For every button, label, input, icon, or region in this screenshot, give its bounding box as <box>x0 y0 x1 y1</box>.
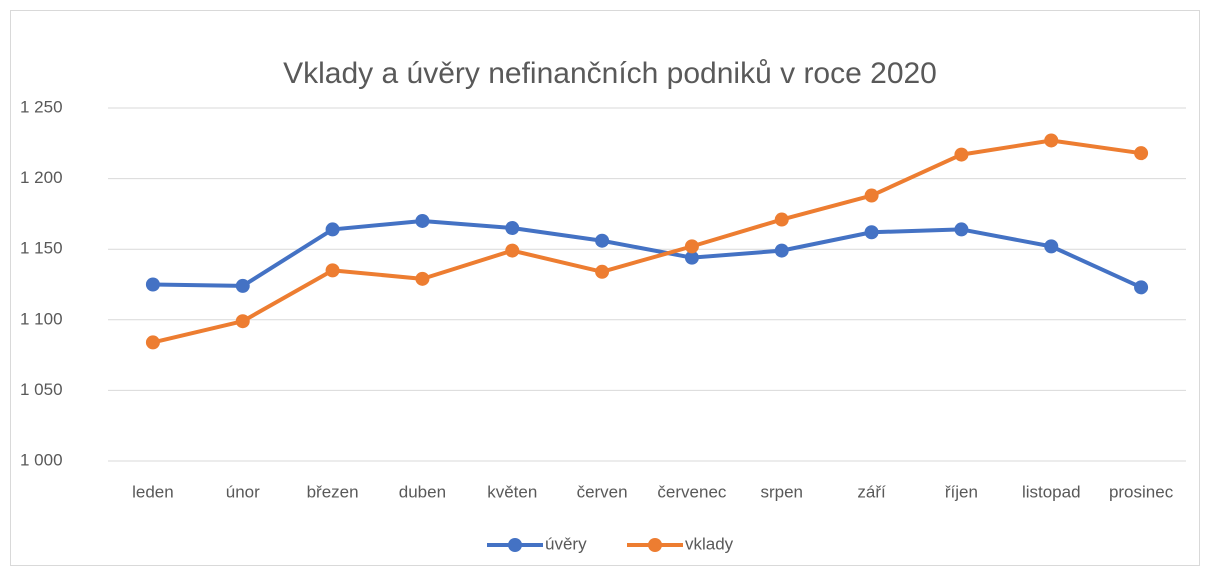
data-point <box>774 243 789 258</box>
data-point <box>235 278 250 293</box>
data-point <box>325 263 340 278</box>
legend-label: úvěry <box>545 534 587 553</box>
y-tick-label: 1 150 <box>20 239 63 258</box>
data-point <box>954 222 969 237</box>
data-point <box>864 225 879 240</box>
data-point <box>595 264 610 279</box>
y-tick-label: 1 250 <box>20 97 63 116</box>
y-tick-label: 1 100 <box>20 309 63 328</box>
x-tick-label: srpen <box>760 482 803 501</box>
data-point <box>954 147 969 162</box>
y-tick-label: 1 200 <box>20 168 63 187</box>
x-tick-label: září <box>857 482 886 501</box>
x-tick-label: leden <box>132 482 174 501</box>
data-point <box>774 212 789 227</box>
x-tick-label: říjen <box>945 482 978 501</box>
x-tick-label: únor <box>226 482 260 501</box>
data-point <box>145 277 160 292</box>
x-tick-label: březen <box>307 482 359 501</box>
data-point <box>1134 146 1149 161</box>
legend-label: vklady <box>685 534 734 553</box>
data-point <box>684 250 699 265</box>
x-tick-label: duben <box>399 482 446 501</box>
data-point <box>1044 239 1059 254</box>
data-point <box>415 271 430 286</box>
data-point <box>595 233 610 248</box>
series-line <box>152 218 1142 290</box>
x-tick-label: červenec <box>657 482 726 501</box>
y-tick-label: 1 000 <box>20 450 63 469</box>
legend-marker <box>648 538 662 552</box>
x-tick-label: květen <box>487 482 537 501</box>
legend-marker <box>508 538 522 552</box>
x-tick-label: listopad <box>1022 482 1081 501</box>
chart-title: Vklady a úvěry nefinančních podniků v ro… <box>283 57 937 90</box>
data-point <box>1134 280 1149 295</box>
data-point <box>325 222 340 237</box>
x-tick-label: prosinec <box>1109 482 1174 501</box>
series-line <box>152 138 1142 345</box>
data-point <box>505 243 520 258</box>
data-point <box>145 335 160 350</box>
data-point <box>505 221 520 236</box>
data-point <box>1044 133 1059 148</box>
data-point <box>864 188 879 203</box>
chart-border <box>10 10 1200 566</box>
data-point <box>684 239 699 254</box>
y-tick-label: 1 050 <box>20 380 63 399</box>
data-point <box>415 213 430 228</box>
x-tick-label: červen <box>577 482 628 501</box>
data-point <box>235 314 250 329</box>
